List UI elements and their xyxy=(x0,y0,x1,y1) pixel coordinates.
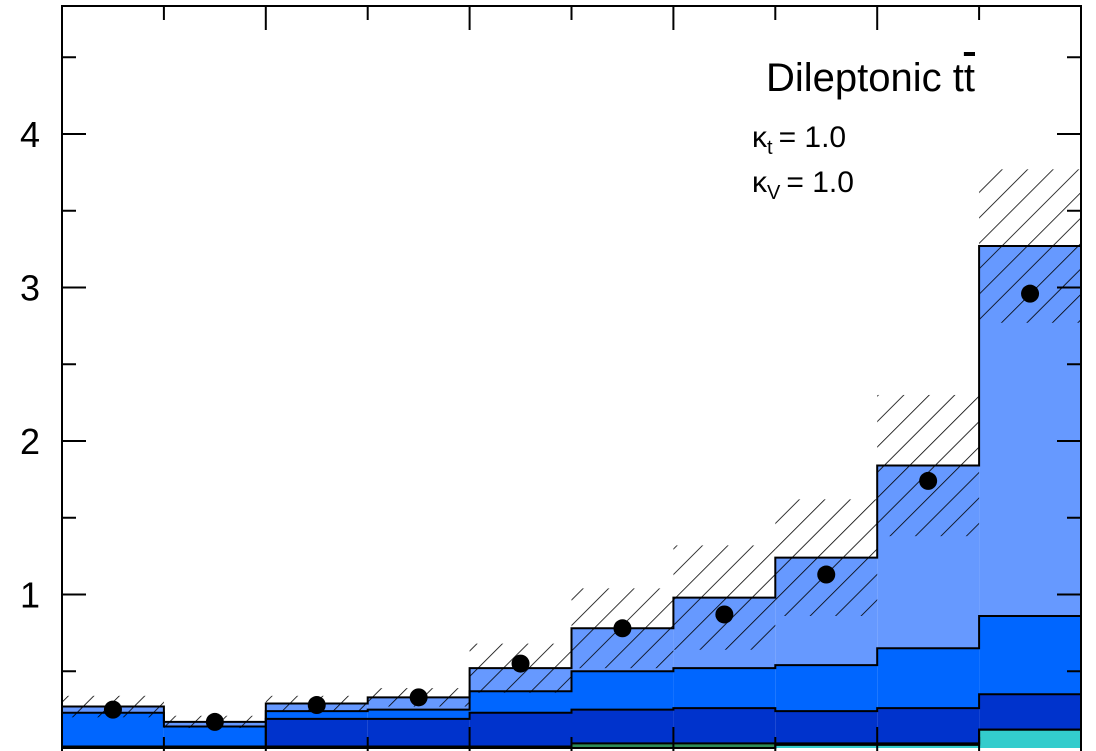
annotation-block: Dileptonic tt κt = 1.0 κV = 1.0 xyxy=(752,56,975,204)
plot-area xyxy=(62,169,1081,749)
axis-ticks xyxy=(61,6,1082,751)
stack-bar-layer3-bin9 xyxy=(979,615,1081,695)
data-point-bin8 xyxy=(919,471,938,490)
stack-bar-layer2-bin4 xyxy=(469,712,572,747)
data-point-bin5 xyxy=(613,619,632,638)
stack-bar-layer3-bin6 xyxy=(673,668,776,709)
process-label-bar: t xyxy=(964,56,975,100)
stack-bar-layer3-bin2 xyxy=(265,711,368,719)
data-point-bin4 xyxy=(511,654,530,673)
stack-bar-layer3-bin8 xyxy=(877,648,980,709)
stack-bar-layer2-bin7 xyxy=(775,711,878,744)
data-point-bin6 xyxy=(715,605,734,624)
kappa-v-subscript: V xyxy=(767,182,781,204)
data-point-bin7 xyxy=(817,565,836,584)
stack-bar-layer0-bin9 xyxy=(979,729,1081,748)
uncertainty-bin6 xyxy=(673,545,776,650)
uncertainty-bin7 xyxy=(775,499,878,616)
stack-bar-layer1-bin5 xyxy=(571,743,674,748)
stack-bar-layer3-bin4 xyxy=(469,691,572,713)
y-tick-label-2: 2 xyxy=(20,421,40,462)
stack-bar-layer2-bin2 xyxy=(265,718,368,747)
kappa-t-value: = 1.0 xyxy=(779,121,847,154)
data-point-bin3 xyxy=(409,688,428,707)
kappa-v-label: κV = 1.0 xyxy=(752,166,854,204)
stack-bar-layer3-bin7 xyxy=(775,665,878,712)
uncertainty-band xyxy=(62,169,1081,729)
stack-bar-layer2-bin9 xyxy=(979,694,1081,730)
uncertainty-bin8 xyxy=(877,394,980,537)
process-label: Dileptonic tt xyxy=(766,56,975,100)
data-point-bin0 xyxy=(103,700,122,719)
stack-bar-layer0-bin8 xyxy=(877,744,980,748)
stack-bar-layer2-bin6 xyxy=(673,708,776,744)
stack-bar-layer1-bin6 xyxy=(673,743,776,748)
data-point-bin1 xyxy=(205,712,224,731)
stack-bar-layer3-bin3 xyxy=(367,709,470,719)
kappa-v-value: = 1.0 xyxy=(786,166,854,199)
stack-bar-layer2-bin3 xyxy=(367,718,470,747)
y-tick-label-4: 4 xyxy=(20,114,40,155)
data-point-bin2 xyxy=(307,696,326,715)
y-tick-labels: 1 2 3 4 xyxy=(20,114,40,616)
y-tick-label-1: 1 xyxy=(20,575,40,616)
data-points xyxy=(103,284,1040,731)
kappa-t-label: κt = 1.0 xyxy=(752,121,846,159)
data-point-bin9 xyxy=(1021,284,1040,303)
y-tick-label-3: 3 xyxy=(20,268,40,309)
stack-bar-layer2-bin5 xyxy=(571,709,674,744)
stack-bar-layer0-bin7 xyxy=(775,744,878,748)
stack-bar-layer3-bin5 xyxy=(571,671,674,710)
stack-bar-layer3-bin1 xyxy=(163,726,266,747)
kappa-t-subscript: t xyxy=(767,137,773,159)
stack-bar-layer2-bin8 xyxy=(877,708,980,744)
